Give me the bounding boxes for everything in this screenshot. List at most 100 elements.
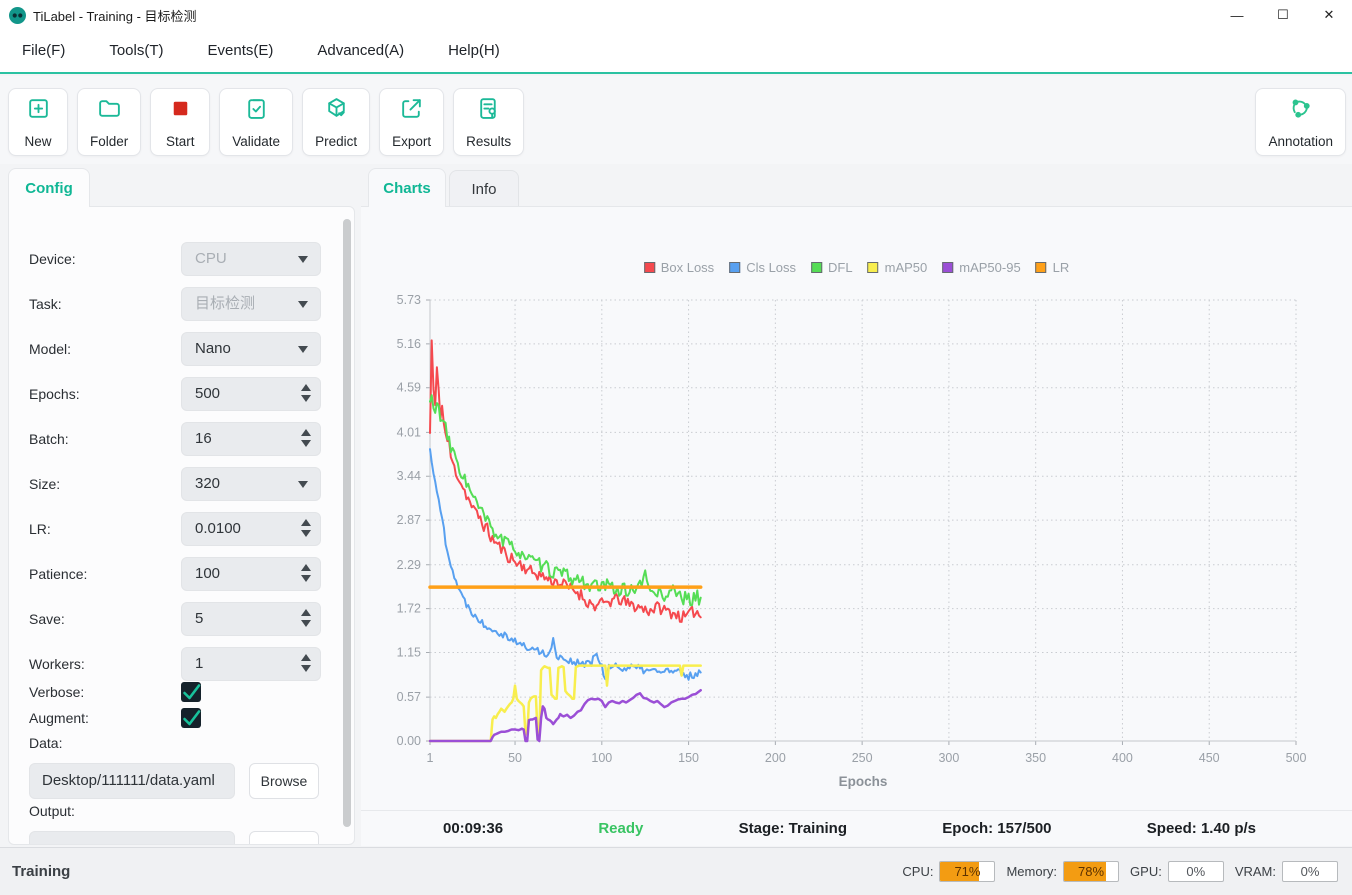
new-button[interactable]: New: [8, 88, 68, 156]
chevron-down-icon: [298, 481, 308, 488]
validate-button[interactable]: Validate: [219, 88, 293, 156]
series-DFL: [430, 395, 701, 605]
clipboard-check-icon: [244, 96, 269, 121]
stepper-arrows-icon[interactable]: [301, 654, 311, 672]
window-controls: — ☐ ✕: [1214, 0, 1352, 30]
lr-stepper[interactable]: 0.0100: [181, 512, 321, 546]
svg-text:1.72: 1.72: [397, 602, 421, 616]
svg-text:3.44: 3.44: [397, 469, 421, 483]
menu-events[interactable]: Events(E): [186, 30, 296, 72]
tab-info[interactable]: Info: [449, 170, 519, 207]
svg-text:400: 400: [1112, 751, 1133, 765]
batch-stepper[interactable]: 16: [181, 422, 321, 456]
app-logo-icon: [9, 7, 26, 24]
model-dropdown[interactable]: Nano: [181, 332, 321, 366]
legend-swatch: [729, 262, 740, 273]
svg-text:300: 300: [938, 751, 959, 765]
close-icon[interactable]: ✕: [1306, 0, 1352, 30]
svg-text:1: 1: [427, 751, 434, 765]
svg-text:5.16: 5.16: [397, 337, 421, 351]
verbose-checkbox[interactable]: [181, 682, 201, 702]
stop-square-icon: [168, 96, 193, 121]
batch-label: Batch:: [29, 422, 69, 456]
start-button[interactable]: Start: [150, 88, 210, 156]
toolbar-buttons: New Folder Start Validate: [8, 88, 524, 156]
svg-text:2.87: 2.87: [397, 513, 421, 527]
svg-text:500: 500: [1286, 751, 1307, 765]
tab-charts[interactable]: Charts: [368, 168, 446, 207]
svg-text:50: 50: [508, 751, 522, 765]
resource-metrics: CPU: 71% Memory: 78% GPU: 0% VRAM: 0%: [902, 861, 1338, 882]
speed-text: Speed: 1.40 p/s: [1147, 820, 1256, 837]
svg-text:Epochs: Epochs: [839, 774, 888, 789]
menu-tools[interactable]: Tools(T): [87, 30, 185, 72]
svg-text:100: 100: [591, 751, 612, 765]
config-scrollbar[interactable]: [343, 219, 351, 827]
size-dropdown[interactable]: 320: [181, 467, 321, 501]
output-label: Output:: [29, 801, 75, 821]
workers-label: Workers:: [29, 647, 85, 681]
results-button-label: Results: [466, 134, 511, 149]
svg-text:4.01: 4.01: [397, 425, 421, 439]
menu-help[interactable]: Help(H): [426, 30, 522, 72]
legend-item-map50-95: mAP50-95: [942, 260, 1020, 275]
legend-swatch: [1036, 262, 1047, 273]
window-title: TiLabel - Training - 目标检测: [33, 6, 197, 25]
gpu-progress: 0%: [1168, 861, 1224, 882]
svg-text:0.00: 0.00: [397, 734, 421, 748]
menu-bar: File(F) Tools(T) Events(E) Advanced(A) H…: [0, 30, 1352, 74]
predict-button-label: Predict: [315, 134, 357, 149]
epochs-stepper[interactable]: 500: [181, 377, 321, 411]
svg-text:450: 450: [1199, 751, 1220, 765]
cpu-metric: CPU: 71%: [902, 861, 995, 882]
device-dropdown[interactable]: CPU: [181, 242, 321, 276]
annotation-button[interactable]: Annotation: [1255, 88, 1346, 156]
start-button-label: Start: [166, 134, 195, 149]
predict-button[interactable]: Predict: [302, 88, 370, 156]
svg-text:2.29: 2.29: [397, 558, 421, 572]
folder-button[interactable]: Folder: [77, 88, 141, 156]
stepper-arrows-icon[interactable]: [301, 384, 311, 402]
chevron-down-icon: [298, 301, 308, 308]
stepper-arrows-icon[interactable]: [301, 609, 311, 627]
output-browse-button[interactable]: [249, 831, 319, 845]
legend-swatch: [644, 262, 655, 273]
maximize-icon[interactable]: ☐: [1260, 0, 1306, 30]
series-mAP50-95: [430, 690, 701, 741]
new-file-icon: [26, 96, 51, 121]
config-panel: Device: CPU Task: 目标检测 Model: Nano Epoch…: [8, 206, 355, 845]
patience-stepper[interactable]: 100: [181, 557, 321, 591]
task-dropdown[interactable]: 目标检测: [181, 287, 321, 321]
vram-metric: VRAM: 0%: [1235, 861, 1338, 882]
svg-text:0.57: 0.57: [397, 690, 421, 704]
workers-stepper[interactable]: 1: [181, 647, 321, 681]
elapsed-time: 00:09:36: [443, 820, 503, 837]
tab-config[interactable]: Config: [8, 168, 90, 207]
menu-file[interactable]: File(F): [0, 30, 87, 72]
menu-advanced[interactable]: Advanced(A): [295, 30, 426, 72]
verbose-label: Verbose:: [29, 682, 84, 702]
augment-checkbox[interactable]: [181, 708, 201, 728]
save-stepper[interactable]: 5: [181, 602, 321, 636]
chevron-down-icon: [298, 346, 308, 353]
stepper-arrows-icon[interactable]: [301, 564, 311, 582]
device-label: Device:: [29, 242, 76, 276]
data-path-input[interactable]: Desktop/111111/data.yaml: [29, 763, 235, 799]
task-label: Task:: [29, 287, 62, 321]
minimize-icon[interactable]: —: [1214, 0, 1260, 30]
export-button-label: Export: [392, 134, 431, 149]
stepper-arrows-icon[interactable]: [301, 429, 311, 447]
results-button[interactable]: Results: [453, 88, 524, 156]
output-path-input[interactable]: [29, 831, 235, 845]
stepper-arrows-icon[interactable]: [301, 519, 311, 537]
legend-swatch: [811, 262, 822, 273]
svg-text:150: 150: [678, 751, 699, 765]
data-browse-button[interactable]: Browse: [249, 763, 319, 799]
series-Box Loss: [430, 340, 701, 622]
legend-item-box-loss: Box Loss: [644, 260, 714, 275]
export-button[interactable]: Export: [379, 88, 444, 156]
checkmark-icon: [181, 682, 201, 702]
training-chart: 0.000.571.151.722.292.873.444.014.595.16…: [365, 290, 1345, 790]
save-label: Save:: [29, 602, 65, 636]
model-label: Model:: [29, 332, 71, 366]
